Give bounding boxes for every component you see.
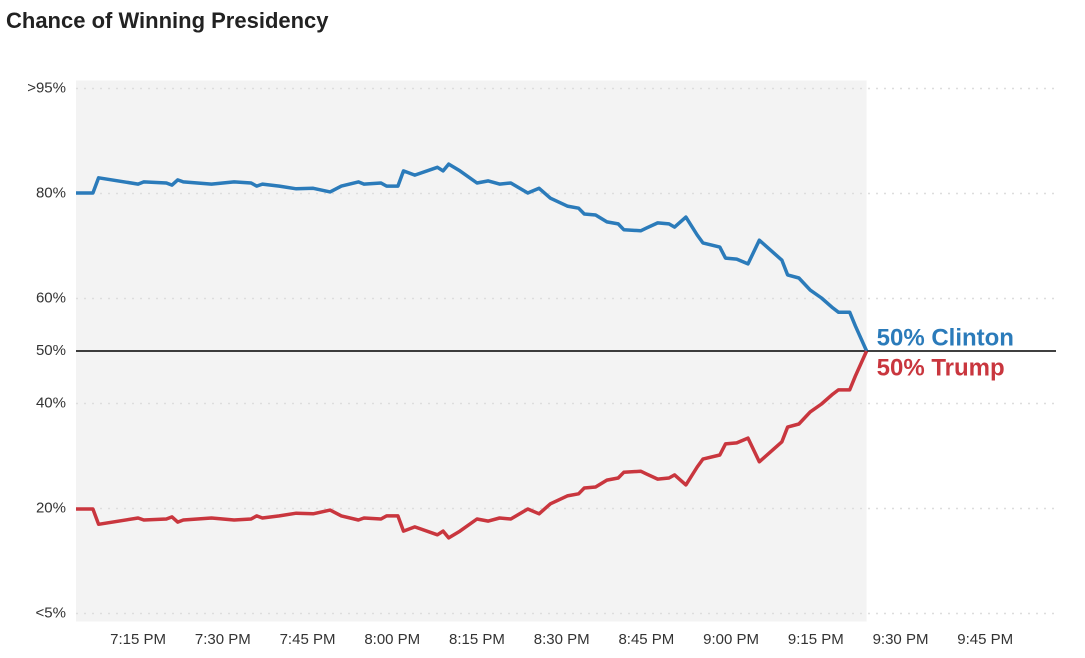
- y-tick-label: >95%: [27, 79, 66, 96]
- y-tick-label: 80%: [36, 184, 66, 201]
- y-tick-label: 50%: [36, 342, 66, 359]
- x-tick-label: 7:30 PM: [195, 631, 251, 648]
- end-label: 50% Clinton: [877, 324, 1014, 351]
- x-tick-label: 8:15 PM: [449, 631, 505, 648]
- y-tick-label: 20%: [36, 499, 66, 516]
- series-line: [76, 350, 869, 540]
- y-tick-label: 40%: [36, 394, 66, 411]
- y-tick-label: <5%: [36, 604, 66, 621]
- x-tick-label: 9:45 PM: [957, 631, 1013, 648]
- x-tick-label: 9:15 PM: [788, 631, 844, 648]
- x-tick-label: 8:00 PM: [364, 631, 420, 648]
- x-tick-label: 9:00 PM: [703, 631, 759, 648]
- y-tick-label: 60%: [36, 289, 66, 306]
- x-tick-label: 7:15 PM: [110, 631, 166, 648]
- x-tick-label: 8:30 PM: [534, 631, 590, 648]
- x-tick-label: 8:45 PM: [618, 631, 674, 648]
- end-label: 50% Trump: [877, 354, 1005, 381]
- chart-title: Chance of Winning Presidency: [6, 8, 329, 33]
- x-tick-label: 9:30 PM: [873, 631, 929, 648]
- x-tick-label: 7:45 PM: [280, 631, 336, 648]
- series-line: [76, 162, 869, 352]
